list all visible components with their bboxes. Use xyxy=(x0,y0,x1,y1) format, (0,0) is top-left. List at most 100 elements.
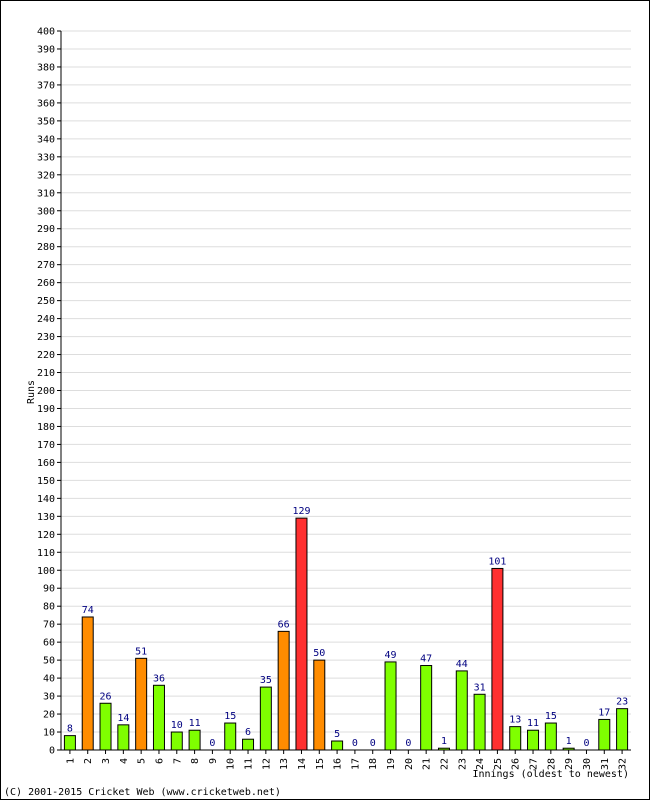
bar-innings-4 xyxy=(117,724,130,751)
y-tick-label: 280 xyxy=(37,242,55,253)
y-axis-ticks: 0 10 20 30 40 50 60 70 80 90 100 110 120 130 140 150 160… xyxy=(37,27,61,757)
data-label-innings-30: 0 xyxy=(583,738,589,749)
bar-innings-25 xyxy=(491,567,504,751)
data-label-innings-16: 5 xyxy=(334,729,340,740)
x-tick-label: 15 xyxy=(315,758,326,770)
y-tick-label: 200 xyxy=(37,386,55,397)
y-tick-label: 140 xyxy=(37,494,55,505)
bar-innings-19 xyxy=(384,661,397,751)
bar-innings-31 xyxy=(598,718,611,751)
x-tick-label: 30 xyxy=(582,758,593,770)
y-tick-label: 130 xyxy=(37,512,55,523)
y-tick-label: 60 xyxy=(43,638,55,649)
bar-innings-26 xyxy=(509,726,522,751)
y-tick-label: 170 xyxy=(37,440,55,451)
data-label-innings-21: 47 xyxy=(420,654,432,665)
data-label-innings-4: 14 xyxy=(117,713,129,724)
x-tick-label: 14 xyxy=(297,758,308,770)
x-tick-label: 11 xyxy=(244,758,255,770)
bar-innings-2 xyxy=(81,616,94,751)
data-label-innings-25: 101 xyxy=(488,556,506,567)
data-label-innings-14: 129 xyxy=(292,506,310,517)
y-axis-title: Runs xyxy=(26,380,37,404)
x-tick-label: 1 xyxy=(65,758,76,764)
grid-lines xyxy=(61,30,631,733)
bar-innings-24 xyxy=(473,693,486,751)
x-tick-label: 23 xyxy=(457,758,468,770)
data-label-innings-26: 13 xyxy=(509,715,521,726)
y-tick-label: 40 xyxy=(43,674,55,685)
data-label-innings-24: 31 xyxy=(474,682,486,693)
x-tick-label: 27 xyxy=(529,758,540,770)
x-tick-label: 28 xyxy=(546,758,557,770)
copyright-text: (C) 2001-2015 Cricket Web (www.cricketwe… xyxy=(4,787,281,798)
data-label-innings-11: 6 xyxy=(245,727,251,738)
data-label-innings-32: 23 xyxy=(616,697,628,708)
data-label-innings-23: 44 xyxy=(456,659,468,670)
y-tick-label: 20 xyxy=(43,710,55,721)
y-tick-label: 160 xyxy=(37,458,55,469)
y-tick-label: 50 xyxy=(43,656,55,667)
x-axis-ticks: 1 2 3 4 5 6 7 8 9 10 11 12 13 14 15 16 17 18 19 20 21 22 23 24 2… xyxy=(65,750,629,770)
x-tick-label: 12 xyxy=(261,758,272,770)
data-label-innings-22: 1 xyxy=(441,736,447,747)
x-tick-label: 25 xyxy=(493,758,504,770)
data-label-innings-19: 49 xyxy=(385,650,397,661)
data-label-innings-7: 10 xyxy=(171,720,183,731)
bar-innings-8 xyxy=(188,729,201,751)
data-label-innings-31: 17 xyxy=(598,707,610,718)
y-tick-label: 100 xyxy=(37,566,55,577)
y-tick-label: 370 xyxy=(37,80,55,91)
y-tick-label: 320 xyxy=(37,170,55,181)
data-label-innings-5: 51 xyxy=(135,646,147,657)
x-tick-label: 29 xyxy=(564,758,575,770)
x-tick-label: 4 xyxy=(119,758,130,764)
bars xyxy=(63,517,629,751)
y-tick-label: 90 xyxy=(43,584,55,595)
bar-innings-16 xyxy=(331,740,344,751)
data-label-innings-6: 36 xyxy=(153,673,165,684)
bar-innings-1 xyxy=(63,735,76,751)
x-tick-label: 20 xyxy=(404,758,415,770)
y-tick-label: 150 xyxy=(37,476,55,487)
bar-innings-14 xyxy=(295,517,308,751)
y-tick-label: 360 xyxy=(37,98,55,109)
x-tick-label: 7 xyxy=(172,758,183,764)
bar-innings-32 xyxy=(616,708,629,751)
y-tick-label: 240 xyxy=(37,314,55,325)
x-tick-label: 32 xyxy=(618,758,629,770)
y-tick-label: 350 xyxy=(37,116,55,127)
y-tick-label: 290 xyxy=(37,224,55,235)
data-label-innings-3: 26 xyxy=(100,691,112,702)
data-label-innings-27: 11 xyxy=(527,718,539,729)
x-tick-label: 5 xyxy=(137,758,148,764)
bar-innings-21 xyxy=(420,665,433,751)
y-tick-label: 180 xyxy=(37,422,55,433)
data-label-innings-9: 0 xyxy=(209,738,215,749)
data-label-innings-17: 0 xyxy=(352,738,358,749)
bar-innings-27 xyxy=(527,729,540,751)
bar-innings-6 xyxy=(152,684,165,751)
y-tick-label: 300 xyxy=(37,206,55,217)
data-label-innings-8: 11 xyxy=(189,718,201,729)
x-tick-label: 22 xyxy=(439,758,450,770)
y-tick-label: 270 xyxy=(37,260,55,271)
bar-innings-28 xyxy=(544,722,557,751)
y-tick-label: 330 xyxy=(37,152,55,163)
bar-innings-7 xyxy=(170,731,183,751)
bar-innings-11 xyxy=(242,738,255,751)
x-tick-label: 21 xyxy=(422,758,433,770)
x-tick-label: 13 xyxy=(279,758,290,770)
x-tick-label: 26 xyxy=(511,758,522,770)
y-tick-label: 0 xyxy=(49,746,55,757)
x-tick-label: 24 xyxy=(475,758,486,770)
x-tick-label: 17 xyxy=(350,758,361,770)
x-tick-label: 19 xyxy=(386,758,397,770)
y-tick-label: 30 xyxy=(43,692,55,703)
x-tick-label: 18 xyxy=(368,758,379,770)
x-tick-label: 10 xyxy=(226,758,237,770)
bar-innings-5 xyxy=(135,657,148,751)
y-tick-label: 310 xyxy=(37,188,55,199)
